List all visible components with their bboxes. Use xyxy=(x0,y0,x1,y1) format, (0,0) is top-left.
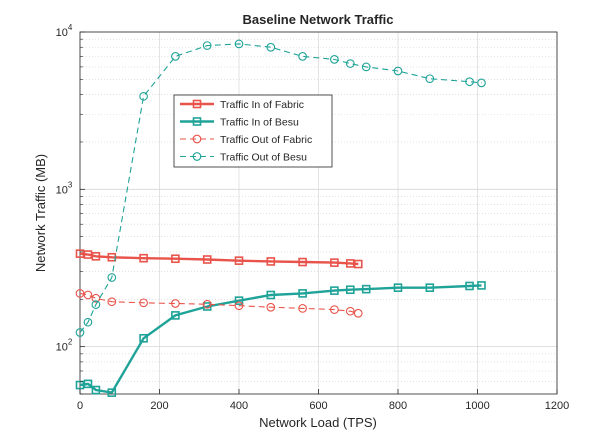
point-marker xyxy=(361,284,371,294)
series-line-traffic-in-of-fabric xyxy=(79,252,359,266)
point-marker xyxy=(234,296,244,305)
point-marker xyxy=(107,297,117,307)
point-marker xyxy=(345,306,355,316)
point-marker xyxy=(361,62,371,72)
point-marker xyxy=(298,52,307,61)
x-tick-label: 400 xyxy=(230,400,248,412)
point-marker xyxy=(345,59,355,68)
x-tick-label: 200 xyxy=(150,400,168,412)
point-marker xyxy=(298,257,307,267)
point-marker xyxy=(171,299,180,308)
legend: Traffic In of Fabric Traffic In of Besu Tr… xyxy=(173,94,333,168)
series-line-traffic-out-of-fabric xyxy=(79,292,359,314)
y-tick-label: 103 xyxy=(56,180,73,196)
point-marker xyxy=(345,259,355,268)
point-marker xyxy=(75,328,85,337)
x-tick-label: 600 xyxy=(309,400,327,412)
y-axis-label: Network Traffic (MB) xyxy=(33,154,48,272)
legend-entry: Traffic Out of Besu xyxy=(180,152,307,164)
point-marker xyxy=(234,256,244,265)
y-tick-label: 104 xyxy=(56,23,73,39)
point-marker xyxy=(75,249,85,258)
point-marker xyxy=(83,379,93,389)
legend-entry: Traffic In of Besu xyxy=(180,117,299,129)
series-layer xyxy=(75,39,486,397)
series-traffic-out-of-fabric xyxy=(75,289,363,318)
point-marker xyxy=(91,385,101,395)
point-marker xyxy=(477,78,486,88)
point-marker xyxy=(83,250,93,259)
point-marker xyxy=(171,52,180,61)
point-marker xyxy=(91,252,101,261)
point-marker xyxy=(330,55,339,64)
point-marker xyxy=(139,298,148,308)
axes: 0 200 400 600 800 1000 1200 102 103 104 xyxy=(56,23,570,412)
point-marker xyxy=(477,281,486,290)
legend-label: Traffic Out of Fabric xyxy=(220,134,312,146)
point-marker xyxy=(266,302,276,312)
legend-label: Traffic In of Fabric xyxy=(220,99,304,111)
point-marker xyxy=(393,283,403,292)
point-marker xyxy=(91,300,101,309)
series-traffic-out-of-besu xyxy=(75,39,486,337)
point-marker xyxy=(266,42,276,52)
point-marker xyxy=(202,299,212,309)
series-line-traffic-out-of-besu xyxy=(79,43,482,333)
point-marker xyxy=(139,253,148,263)
y-tick-label: 102 xyxy=(56,338,73,354)
x-axis-label: Network Load (TPS) xyxy=(259,415,377,430)
x-tick-label: 1000 xyxy=(465,400,489,412)
point-marker xyxy=(330,286,339,295)
legend-marker xyxy=(192,117,202,126)
legend-marker xyxy=(192,134,202,144)
point-marker xyxy=(139,91,148,101)
legend-entry: Traffic In of Fabric xyxy=(180,99,304,111)
point-marker xyxy=(353,308,363,318)
point-marker xyxy=(298,289,307,298)
point-marker xyxy=(139,333,148,343)
point-marker xyxy=(353,259,363,269)
point-marker xyxy=(234,301,244,311)
point-marker xyxy=(465,281,474,291)
legend-entry: Traffic Out of Fabric xyxy=(180,134,312,146)
point-marker xyxy=(234,39,244,49)
point-marker xyxy=(171,254,180,264)
x-tick-label: 0 xyxy=(77,400,83,412)
point-marker xyxy=(107,273,117,282)
chart-title: Baseline Network Traffic xyxy=(243,12,394,27)
point-marker xyxy=(83,290,93,300)
legend-marker xyxy=(192,152,202,161)
point-marker xyxy=(425,74,435,84)
point-marker xyxy=(171,311,180,320)
point-marker xyxy=(91,293,101,303)
x-tick-label: 1200 xyxy=(545,400,569,412)
series-traffic-in-of-fabric xyxy=(75,249,363,269)
point-marker xyxy=(75,289,85,298)
point-marker xyxy=(202,41,212,50)
point-marker xyxy=(330,305,339,314)
legend-label: Traffic In of Besu xyxy=(220,117,299,129)
x-tick-label: 800 xyxy=(389,400,407,412)
point-marker xyxy=(202,255,212,264)
point-marker xyxy=(345,285,355,295)
point-marker xyxy=(107,388,117,397)
legend-items: Traffic In of Fabric Traffic In of Besu Tr… xyxy=(180,99,312,164)
point-marker xyxy=(83,317,93,327)
point-marker xyxy=(393,66,403,76)
point-marker xyxy=(266,290,276,300)
series-line-traffic-in-of-besu xyxy=(79,284,482,394)
point-marker xyxy=(425,283,435,292)
point-marker xyxy=(330,258,339,267)
legend-label: Traffic Out of Besu xyxy=(220,152,307,164)
point-marker xyxy=(266,257,276,266)
legend-marker xyxy=(192,99,202,109)
point-marker xyxy=(298,304,307,313)
point-marker xyxy=(465,77,474,87)
